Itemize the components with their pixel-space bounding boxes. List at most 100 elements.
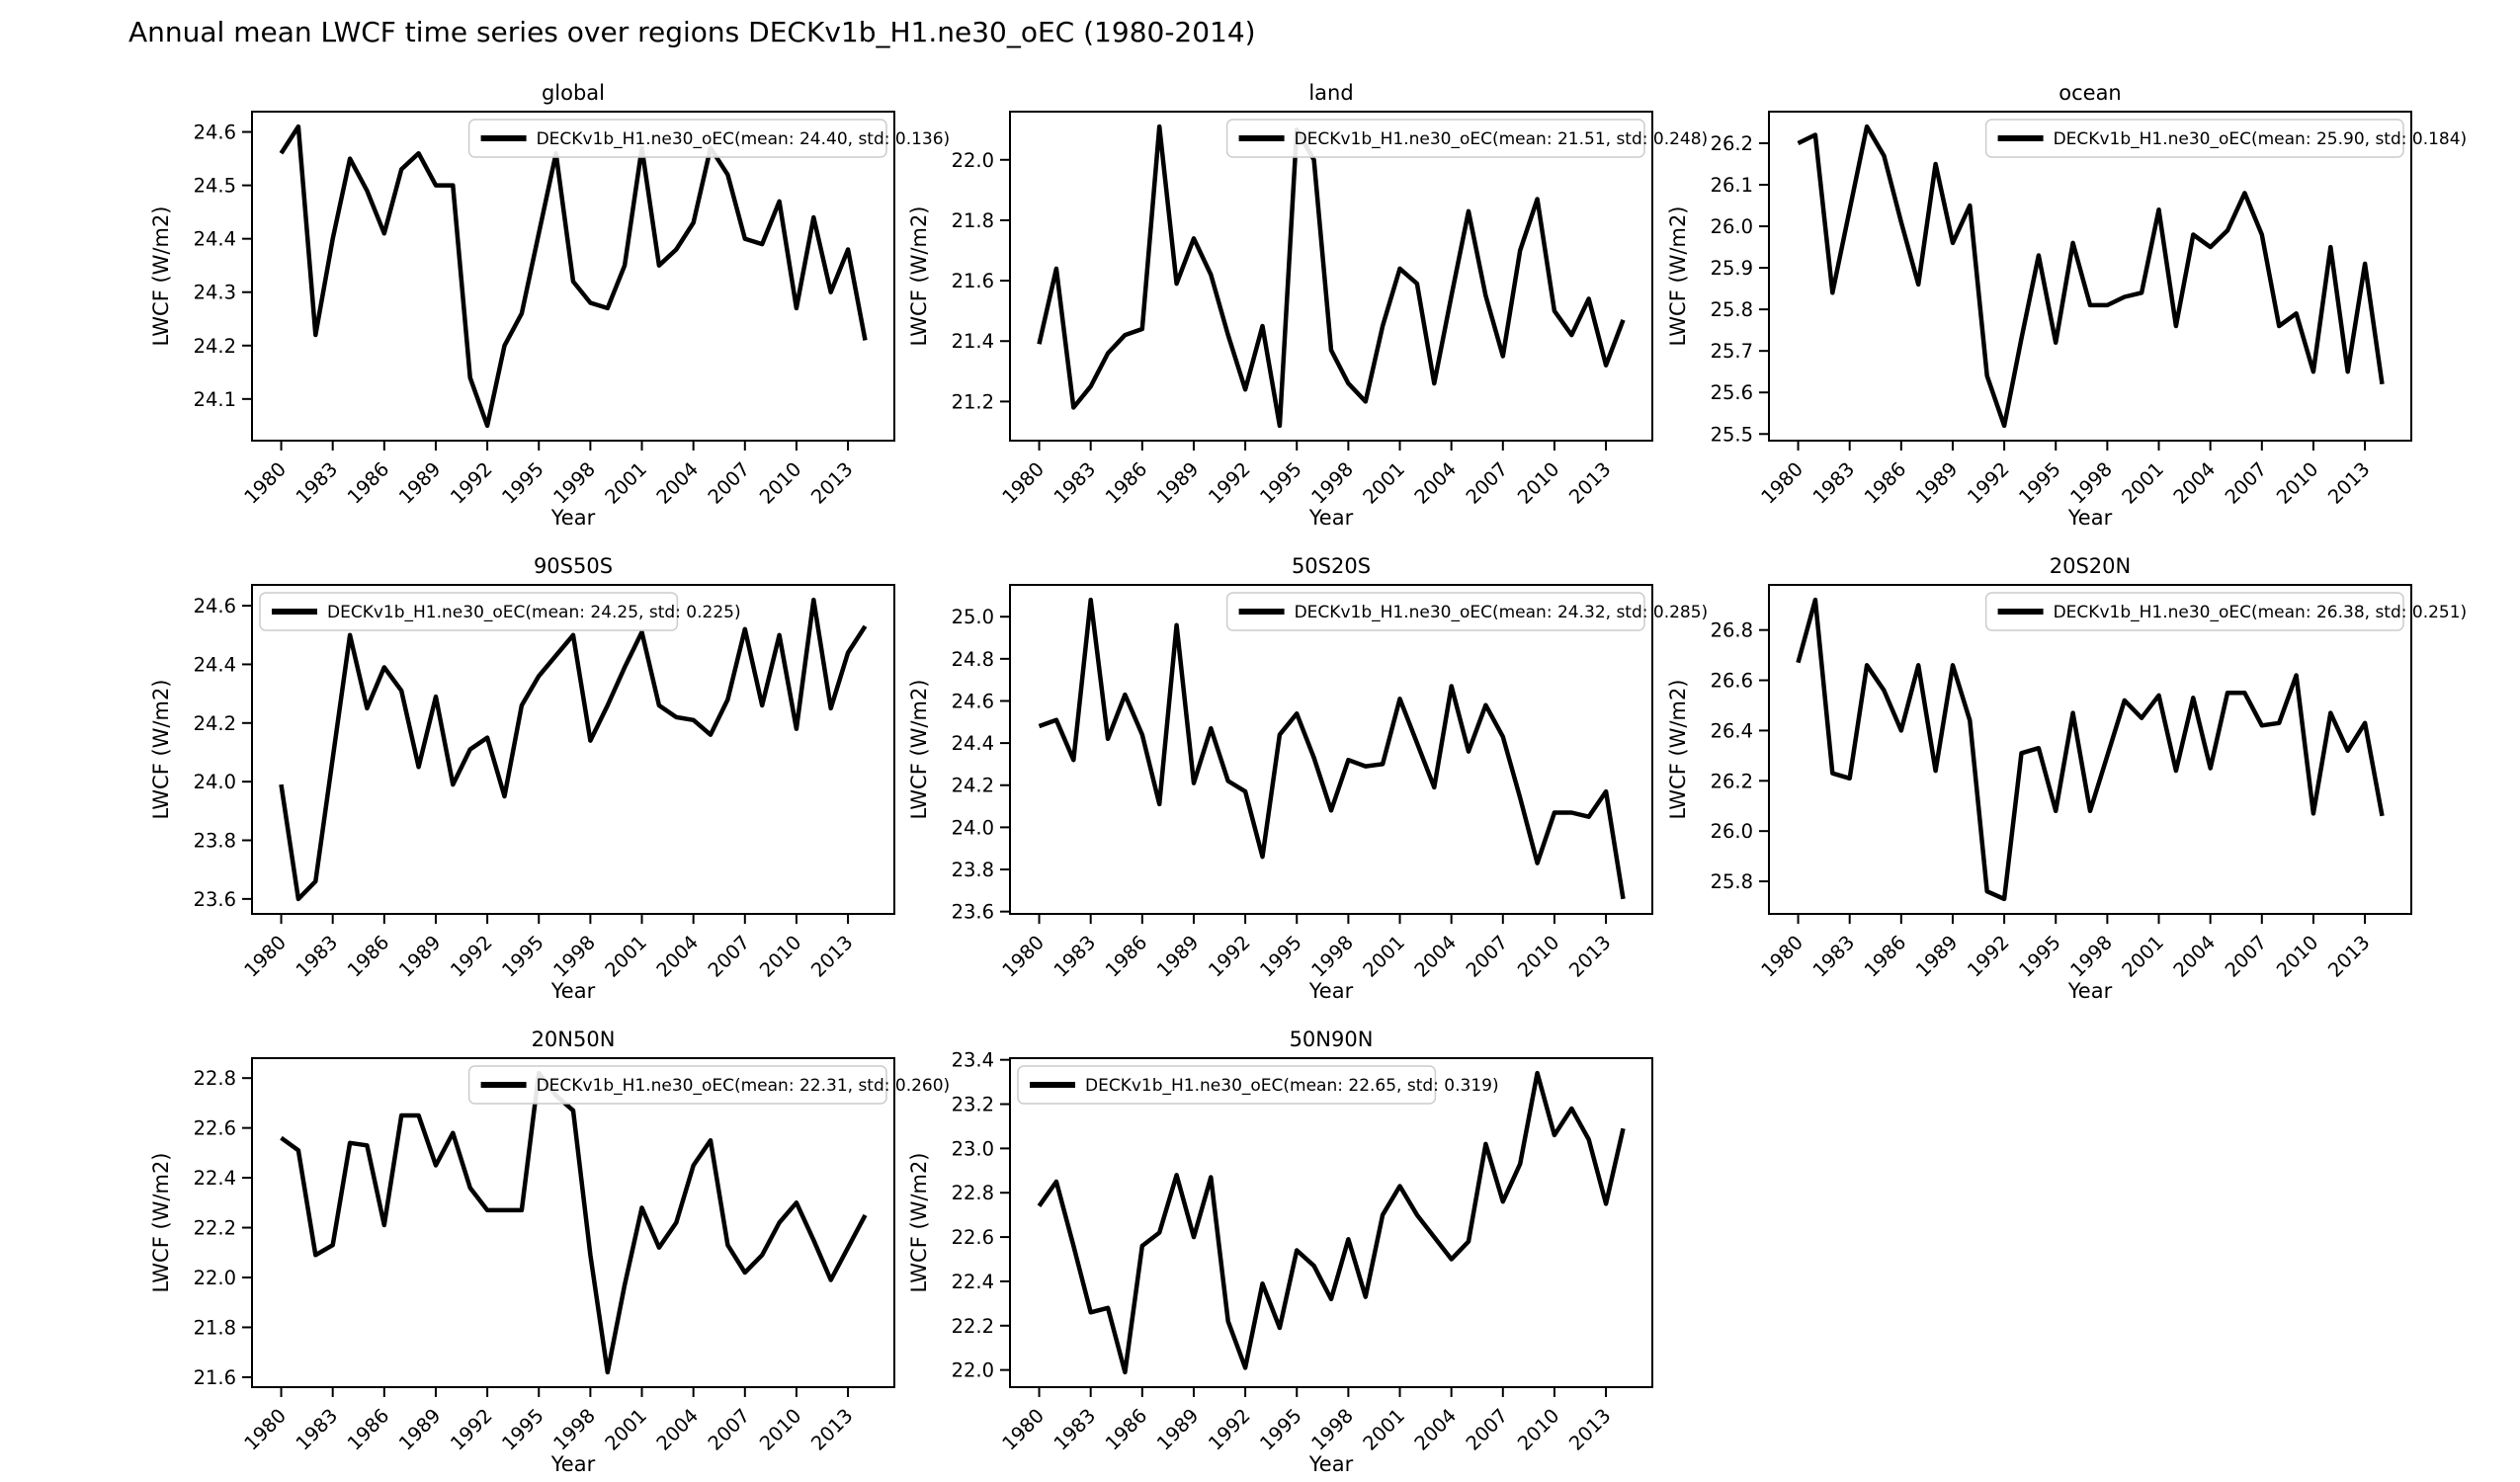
legend: DECKv1b_H1.ne30_oEC(mean: 24.32, std: 0.…: [1225, 592, 1709, 631]
x-axis-label: Year: [2067, 506, 2113, 530]
y-tick-label: 26.2: [1711, 770, 1753, 792]
x-tick-label: 1995: [1255, 1404, 1305, 1454]
subplot-title: ocean: [2058, 81, 2122, 105]
y-tick-label: 22.8: [952, 1182, 994, 1204]
x-tick-label: 1992: [1204, 1404, 1254, 1454]
data-line: [279, 124, 868, 429]
y-tick-label: 22.6: [952, 1226, 994, 1249]
x-tick-label: 2013: [806, 931, 857, 981]
x-tick-label: 1992: [446, 1404, 496, 1454]
legend-label: DECKv1b_H1.ne30_oEC(mean: 24.32, std: 0.…: [1295, 603, 1709, 622]
x-tick-label: 1998: [2066, 931, 2117, 981]
x-tick-label: 2001: [2118, 457, 2168, 508]
x-tick-label: 1995: [497, 457, 547, 508]
y-tick-label: 24.6: [952, 690, 994, 712]
x-axis-label: Year: [1308, 506, 1354, 530]
y-tick-label: 22.4: [952, 1271, 994, 1293]
legend-box: [467, 119, 887, 158]
x-tick-label: 2007: [704, 1404, 754, 1454]
y-tick-label: 25.6: [1711, 381, 1753, 404]
data-line: [280, 1070, 868, 1375]
x-tick-label: 2013: [1564, 931, 1615, 981]
y-tick-label: 22.6: [194, 1117, 236, 1140]
y-tick-label: 22.0: [952, 1359, 994, 1382]
x-tick-label: 2010: [1513, 1404, 1563, 1454]
x-axis-label: Year: [2067, 979, 2113, 1003]
x-tick-label: 1992: [446, 457, 496, 508]
legend: DECKv1b_H1.ne30_oEC(mean: 22.65, std: 0.…: [1017, 1065, 1499, 1105]
x-tick-label: 2004: [1410, 457, 1461, 508]
x-tick-label: 1998: [549, 457, 600, 508]
legend-box: [1984, 592, 2404, 631]
y-axis-label: LWCF (W/m2): [907, 680, 931, 820]
y-tick-label: 26.6: [1711, 670, 1753, 693]
data-line: [1796, 597, 2385, 902]
x-tick-label: 2010: [2272, 931, 2322, 981]
x-tick-label: 1998: [1307, 457, 1358, 508]
y-tick-label: 24.6: [194, 122, 236, 144]
x-tick-label: 1980: [998, 1404, 1049, 1454]
y-tick-label: 24.6: [194, 595, 236, 618]
x-tick-label: 2004: [652, 1404, 703, 1454]
x-tick-label: 2010: [1513, 931, 1563, 981]
y-tick-label: 21.8: [194, 1316, 236, 1339]
y-tick-label: 24.4: [952, 732, 994, 755]
figure-title: Annual mean LWCF time series over region…: [128, 16, 1256, 48]
x-tick-label: 1986: [1860, 931, 1910, 981]
plot-border: [1768, 584, 2412, 915]
y-axis-label: LWCF (W/m2): [1666, 680, 1690, 820]
x-tick-label: 2013: [1564, 457, 1615, 508]
x-tick-label: 1992: [1963, 931, 2013, 981]
plot-border: [251, 1057, 895, 1388]
x-tick-label: 2013: [2323, 457, 2374, 508]
y-tick-label: 24.4: [194, 653, 236, 676]
y-tick-label: 23.8: [194, 830, 236, 853]
y-tick-label: 24.2: [194, 712, 236, 735]
legend-label: DECKv1b_H1.ne30_oEC(mean: 21.51, std: 0.…: [1295, 129, 1709, 149]
subplot-land: land 21.2 21.4 21.6 21.8 22.0 1980 1983 1986 1989…: [907, 81, 1708, 530]
x-tick-label: 1989: [1152, 457, 1203, 508]
subplot-title: land: [1308, 81, 1353, 105]
legend-box: [1017, 1065, 1437, 1105]
x-tick-label: 1986: [343, 1404, 393, 1454]
legend-label: DECKv1b_H1.ne30_oEC(mean: 26.38, std: 0.…: [2054, 603, 2468, 622]
x-tick-label: 1983: [292, 457, 342, 508]
y-tick-label: 26.2: [1711, 132, 1753, 155]
x-axis-label: Year: [550, 506, 596, 530]
plot-border: [1009, 584, 1653, 915]
y-tick-label: 25.8: [1711, 298, 1753, 321]
x-tick-label: 2010: [2272, 457, 2322, 508]
data-line: [1038, 597, 1626, 900]
y-tick-label: 24.5: [194, 175, 236, 198]
y-tick-label: 23.6: [952, 901, 994, 924]
x-tick-label: 1980: [998, 457, 1049, 508]
x-tick-label: 2007: [1462, 931, 1512, 981]
x-tick-label: 2010: [1513, 457, 1563, 508]
y-tick-label: 26.4: [1711, 719, 1753, 742]
x-tick-label: 1986: [343, 457, 393, 508]
x-tick-label: 1995: [497, 931, 547, 981]
plot-border: [1768, 111, 2412, 442]
legend-label: DECKv1b_H1.ne30_oEC(mean: 25.90, std: 0.…: [2054, 129, 2468, 149]
x-tick-label: 2001: [601, 931, 651, 981]
x-tick-label: 1986: [1860, 457, 1910, 508]
data-line: [1037, 1070, 1626, 1375]
y-axis-label: LWCF (W/m2): [907, 206, 931, 347]
y-tick-label: 22.8: [194, 1067, 236, 1090]
legend-label: DECKv1b_H1.ne30_oEC(mean: 22.31, std: 0.…: [537, 1076, 951, 1096]
x-tick-label: 1995: [1255, 457, 1305, 508]
x-tick-label: 2004: [652, 931, 703, 981]
y-tick-label: 25.5: [1711, 423, 1753, 446]
x-tick-label: 1995: [1255, 931, 1305, 981]
data-line: [279, 597, 868, 902]
subplot-title: 20S20N: [2050, 554, 2131, 578]
x-tick-label: 2010: [755, 457, 805, 508]
x-tick-label: 1998: [549, 931, 600, 981]
x-tick-label: 2001: [601, 1404, 651, 1454]
legend-label: DECKv1b_H1.ne30_oEC(mean: 24.40, std: 0.…: [537, 129, 951, 149]
y-tick-label: 23.8: [952, 859, 994, 881]
